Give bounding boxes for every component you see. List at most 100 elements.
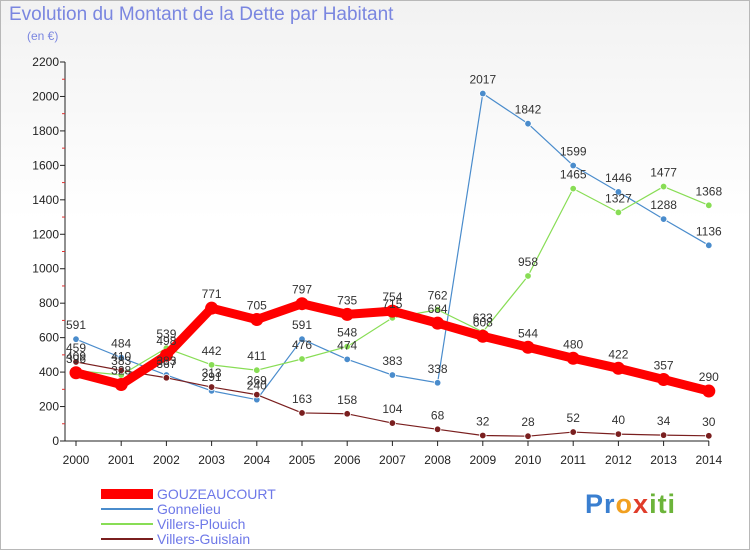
- data-point: [659, 215, 668, 223]
- data-label: 684: [428, 302, 448, 316]
- data-point: [659, 182, 668, 191]
- y-tick-label: 1000: [32, 262, 59, 276]
- data-label: 1327: [605, 191, 632, 205]
- proxiti-logo: Proxiti: [585, 489, 677, 519]
- legend-label: GOUZEAUCOURT: [157, 486, 276, 502]
- data-point: [388, 419, 397, 427]
- data-label: 498: [156, 334, 176, 348]
- data-point: [702, 384, 716, 398]
- data-point: [479, 89, 487, 98]
- data-label: 474: [337, 338, 357, 352]
- data-label: 1136: [696, 224, 722, 238]
- data-label: 762: [428, 289, 448, 303]
- data-label: 633: [473, 311, 493, 325]
- legend-swatch: [101, 523, 153, 525]
- data-point: [611, 361, 625, 375]
- data-point: [433, 306, 442, 314]
- legend-label: Gonnelieu: [157, 501, 221, 517]
- data-label: 269: [247, 374, 267, 388]
- data-point: [569, 184, 577, 193]
- data-label: 40: [612, 413, 626, 427]
- x-tick-label: 2012: [605, 453, 632, 467]
- y-tick-label: 2000: [32, 89, 59, 103]
- data-label: 338: [428, 362, 448, 376]
- data-label: 705: [247, 299, 267, 313]
- x-tick-label: 2014: [695, 453, 722, 467]
- legend-swatch: [101, 538, 153, 540]
- data-point: [659, 431, 668, 439]
- data-point: [343, 410, 351, 418]
- data-label: 958: [518, 255, 538, 269]
- data-point: [385, 304, 399, 318]
- data-label: 68: [431, 408, 445, 422]
- legend-label: Villers-Guislain: [157, 531, 251, 547]
- data-point: [705, 201, 713, 210]
- x-tick-label: 2010: [515, 453, 542, 467]
- data-label: 1599: [560, 145, 587, 159]
- x-tick-label: 2011: [560, 453, 586, 467]
- data-label: 548: [337, 326, 357, 340]
- data-label: 591: [66, 318, 86, 332]
- data-label: 34: [657, 414, 671, 428]
- data-point: [524, 432, 532, 440]
- data-label: 797: [292, 283, 312, 297]
- data-point: [569, 161, 577, 170]
- data-label: 484: [111, 337, 131, 351]
- y-tick-label: 800: [39, 296, 59, 310]
- data-label: 411: [247, 349, 266, 363]
- data-label: 480: [563, 337, 583, 351]
- data-point: [476, 329, 490, 343]
- y-tick-label: 1600: [32, 158, 59, 172]
- data-point: [295, 297, 309, 311]
- data-label: 396: [66, 352, 86, 366]
- data-label: 158: [337, 393, 357, 407]
- x-tick-label: 2000: [63, 453, 90, 467]
- data-point: [705, 241, 713, 249]
- data-label: 409: [66, 350, 86, 364]
- legend-label: Villers-Plouich: [157, 516, 246, 532]
- data-point: [298, 355, 306, 363]
- data-point: [298, 409, 306, 417]
- x-tick-label: 2009: [469, 453, 496, 467]
- data-label: 1842: [515, 103, 542, 117]
- legend-swatch: [101, 489, 153, 499]
- data-point: [159, 348, 173, 362]
- data-label: 1288: [650, 198, 677, 212]
- data-point: [298, 335, 306, 343]
- data-point: [117, 353, 125, 362]
- y-tick-label: 1200: [32, 227, 59, 241]
- data-label: 290: [699, 370, 719, 384]
- data-point: [566, 351, 580, 365]
- x-tick-label: 2004: [243, 453, 270, 467]
- data-label: 2017: [469, 73, 496, 87]
- x-tick-label: 2007: [379, 453, 406, 467]
- data-label: 735: [337, 293, 357, 307]
- data-label: 591: [292, 318, 312, 332]
- x-tick-label: 2002: [153, 453, 180, 467]
- data-label: 383: [382, 354, 402, 368]
- data-point: [117, 366, 125, 375]
- data-point: [250, 313, 264, 327]
- data-point: [343, 342, 351, 351]
- data-point: [614, 188, 623, 196]
- data-point: [72, 335, 80, 343]
- x-tick-label: 2001: [108, 453, 135, 467]
- x-tick-label: 2006: [334, 453, 361, 467]
- data-label: 1368: [695, 184, 722, 198]
- data-label: 476: [292, 338, 312, 352]
- data-label: 291: [202, 370, 222, 384]
- y-tick-label: 2200: [32, 55, 59, 69]
- data-label: 383: [156, 354, 176, 368]
- data-point: [614, 208, 623, 217]
- data-point: [205, 301, 219, 315]
- x-tick-label: 2008: [424, 453, 451, 467]
- data-point: [253, 390, 261, 399]
- data-label: 459: [66, 341, 86, 355]
- y-tick-label: 1400: [32, 193, 59, 207]
- data-label: 104: [382, 402, 402, 416]
- data-point: [162, 374, 171, 382]
- data-label: 383: [111, 354, 131, 368]
- data-label: 410: [111, 349, 131, 363]
- data-point: [433, 379, 442, 387]
